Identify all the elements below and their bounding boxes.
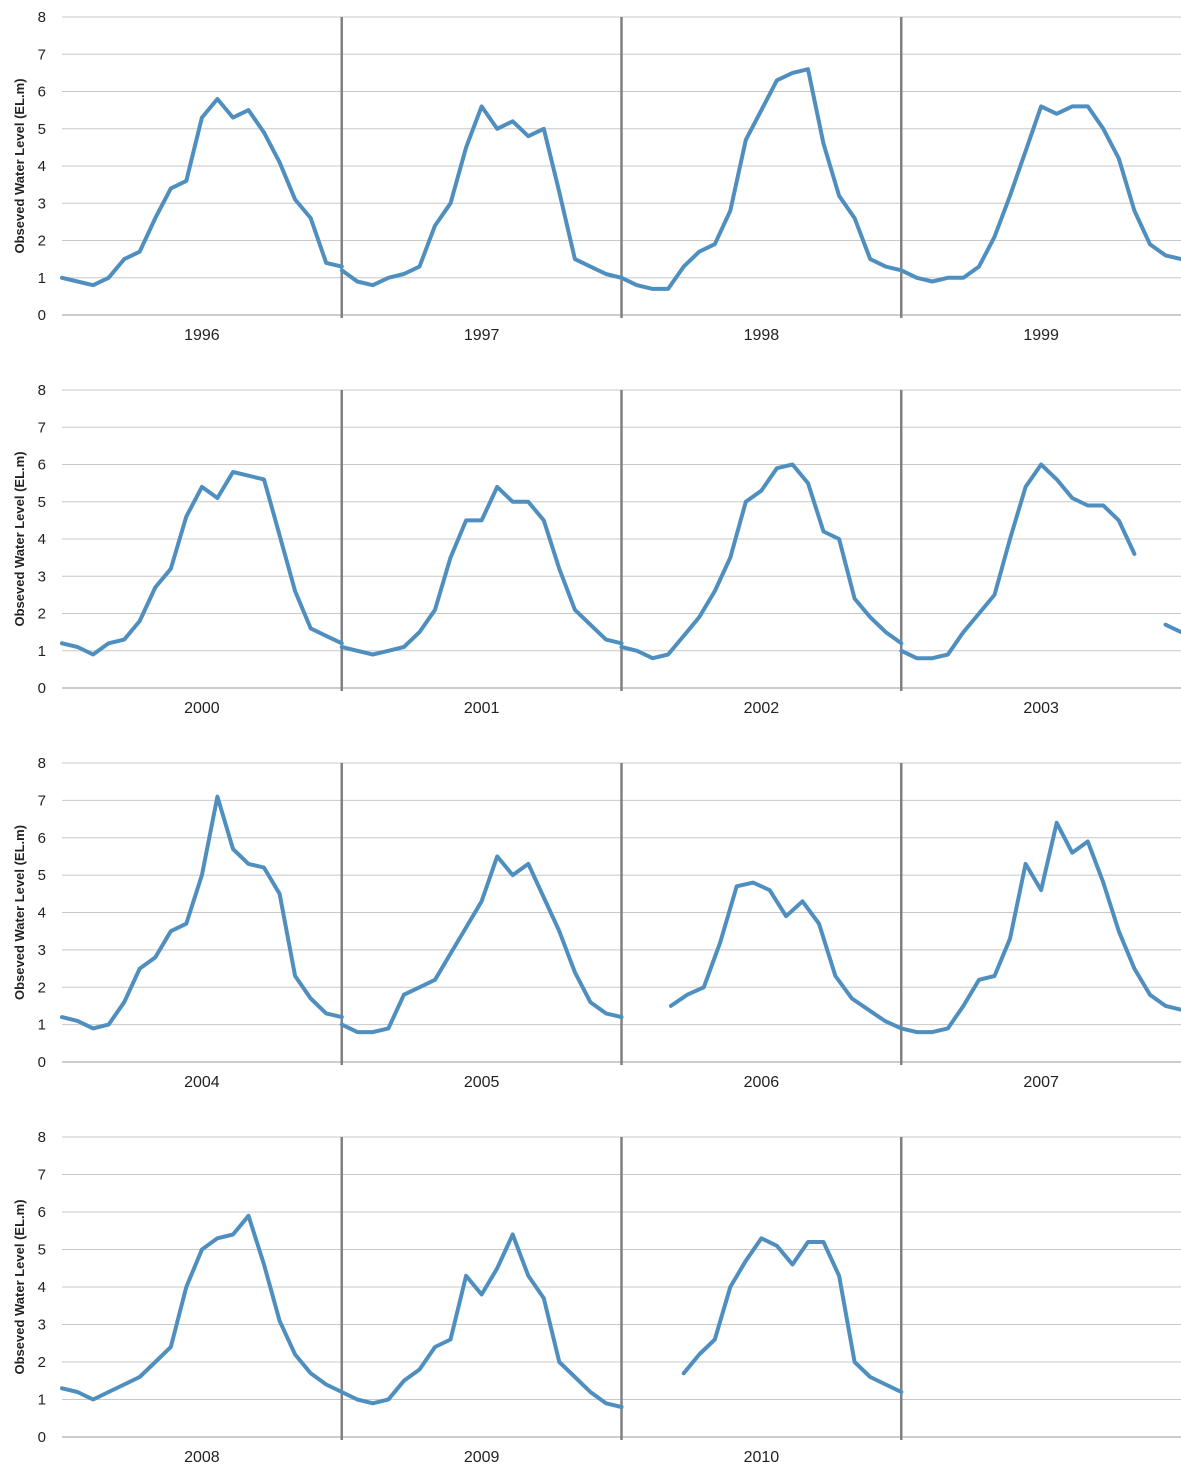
y-tick-label: 0 bbox=[38, 1054, 46, 1071]
y-tick-label: 7 bbox=[38, 792, 46, 809]
y-tick-label: 1 bbox=[38, 643, 46, 660]
y-tick-label: 2 bbox=[38, 606, 46, 623]
y-tick-label: 0 bbox=[38, 680, 46, 697]
y-tick-label: 3 bbox=[38, 942, 46, 959]
y-tick-label: 8 bbox=[38, 382, 46, 399]
y-tick-label: 3 bbox=[38, 195, 46, 212]
series-line-2008 bbox=[60, 1213, 344, 1402]
series-line-2005 bbox=[339, 854, 624, 1035]
y-tick-label: 7 bbox=[38, 1167, 46, 1184]
x-tick-label-year: 2001 bbox=[464, 700, 500, 717]
x-tick-label-year: 1998 bbox=[744, 327, 780, 344]
series-line-2009 bbox=[339, 1232, 624, 1409]
series-line-1998 bbox=[619, 67, 904, 291]
series-line-2004 bbox=[60, 794, 344, 1031]
y-axis-label: Obseved Water Level (EL.m) bbox=[12, 1199, 27, 1374]
x-tick-label-year: 2003 bbox=[1023, 700, 1059, 717]
y-tick-label: 8 bbox=[38, 9, 46, 26]
y-tick-label: 7 bbox=[38, 419, 46, 436]
series-line-2006 bbox=[668, 880, 904, 1031]
series-line-1996 bbox=[60, 97, 344, 288]
x-tick-label-year: 2006 bbox=[744, 1074, 780, 1091]
series-line-2000 bbox=[60, 470, 344, 657]
y-tick-label: 5 bbox=[38, 494, 46, 511]
chart-panel-2: 0 1 2 3 4 5 6 7 8 Obseved Water Level (EL.m) 2000 2… bbox=[12, 382, 1181, 717]
y-tick-label: 0 bbox=[38, 307, 46, 324]
y-tick-label: 1 bbox=[38, 1392, 46, 1409]
y-tick-label: 6 bbox=[38, 457, 46, 474]
series-line-1999 bbox=[899, 104, 1181, 284]
chart-panel-4: 0 1 2 3 4 5 6 7 8 Obseved Water Level (EL.m) 2008 2… bbox=[12, 1129, 1181, 1466]
x-tick-label-year: 2007 bbox=[1023, 1074, 1059, 1091]
y-tick-label: 4 bbox=[38, 905, 46, 922]
y-tick-label: 5 bbox=[38, 1242, 46, 1259]
x-tick-label-year: 1999 bbox=[1023, 327, 1059, 344]
x-tick-label-year: 2000 bbox=[184, 700, 220, 717]
series-line-2010 bbox=[681, 1236, 904, 1394]
y-tick-label: 6 bbox=[38, 830, 46, 847]
y-tick-label: 1 bbox=[38, 270, 46, 287]
series-line-2001 bbox=[339, 484, 624, 657]
y-tick-label: 1 bbox=[38, 1017, 46, 1034]
x-tick-label-year: 2002 bbox=[744, 700, 780, 717]
y-tick-label: 4 bbox=[38, 158, 46, 175]
y-tick-label: 8 bbox=[38, 755, 46, 772]
y-tick-label: 3 bbox=[38, 568, 46, 585]
y-tick-label: 5 bbox=[38, 867, 46, 884]
y-tick-label: 2 bbox=[38, 233, 46, 250]
y-axis-label: Obseved Water Level (EL.m) bbox=[12, 451, 27, 626]
y-tick-label: 4 bbox=[38, 531, 46, 548]
x-tick-label-year: 2010 bbox=[744, 1449, 780, 1466]
x-tick-label-year: 2008 bbox=[184, 1449, 220, 1466]
chart-panel-3: 0 1 2 3 4 5 6 7 8 Obseved Water Level (EL.m) 2004 2… bbox=[12, 755, 1181, 1091]
y-axis-label: Obseved Water Level (EL.m) bbox=[12, 825, 27, 1000]
y-tick-label: 6 bbox=[38, 84, 46, 101]
series-line-1997 bbox=[339, 104, 624, 288]
series-line-2003 bbox=[899, 462, 1181, 661]
y-tick-label: 5 bbox=[38, 121, 46, 138]
chart-panel-1: 0 1 2 3 4 5 6 7 8 Obseved Water Level (EL.m) 1996 1… bbox=[12, 9, 1181, 344]
x-tick-label-year: 2009 bbox=[464, 1449, 500, 1466]
y-axis-label: Obseved Water Level (EL.m) bbox=[12, 78, 27, 253]
y-tick-label: 6 bbox=[38, 1204, 46, 1221]
series-line-2007 bbox=[899, 820, 1181, 1035]
x-tick-label-year: 2004 bbox=[184, 1074, 220, 1091]
x-tick-label-year: 2005 bbox=[464, 1074, 500, 1091]
y-tick-label: 8 bbox=[38, 1129, 46, 1146]
y-tick-label: 0 bbox=[38, 1429, 46, 1446]
y-tick-label: 2 bbox=[38, 979, 46, 996]
y-tick-label: 3 bbox=[38, 1317, 46, 1334]
y-tick-label: 7 bbox=[38, 46, 46, 63]
y-tick-label: 4 bbox=[38, 1279, 46, 1296]
x-tick-label-year: 1996 bbox=[184, 327, 220, 344]
x-tick-label-year: 1997 bbox=[464, 327, 500, 344]
series-line-2002 bbox=[619, 462, 904, 661]
y-tick-label: 2 bbox=[38, 1354, 46, 1371]
